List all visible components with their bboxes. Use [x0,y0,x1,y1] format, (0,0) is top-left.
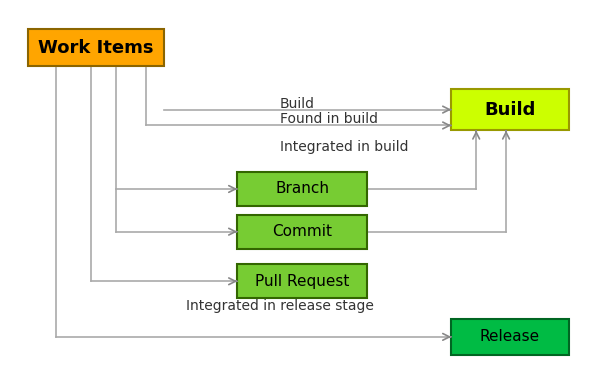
FancyBboxPatch shape [451,89,569,131]
Text: Build: Build [280,97,315,110]
FancyBboxPatch shape [451,319,569,355]
Text: Branch: Branch [275,182,329,196]
Text: Integrated in build: Integrated in build [280,140,408,154]
FancyBboxPatch shape [238,264,367,298]
Text: Found in build: Found in build [280,112,378,125]
Text: Build: Build [484,100,536,119]
Text: Work Items: Work Items [38,39,154,57]
Text: Commit: Commit [272,224,332,239]
Text: Release: Release [480,329,540,344]
FancyBboxPatch shape [28,29,164,66]
FancyBboxPatch shape [238,215,367,248]
FancyBboxPatch shape [238,172,367,206]
Text: Integrated in release stage: Integrated in release stage [185,299,373,313]
Text: Pull Request: Pull Request [255,274,349,289]
